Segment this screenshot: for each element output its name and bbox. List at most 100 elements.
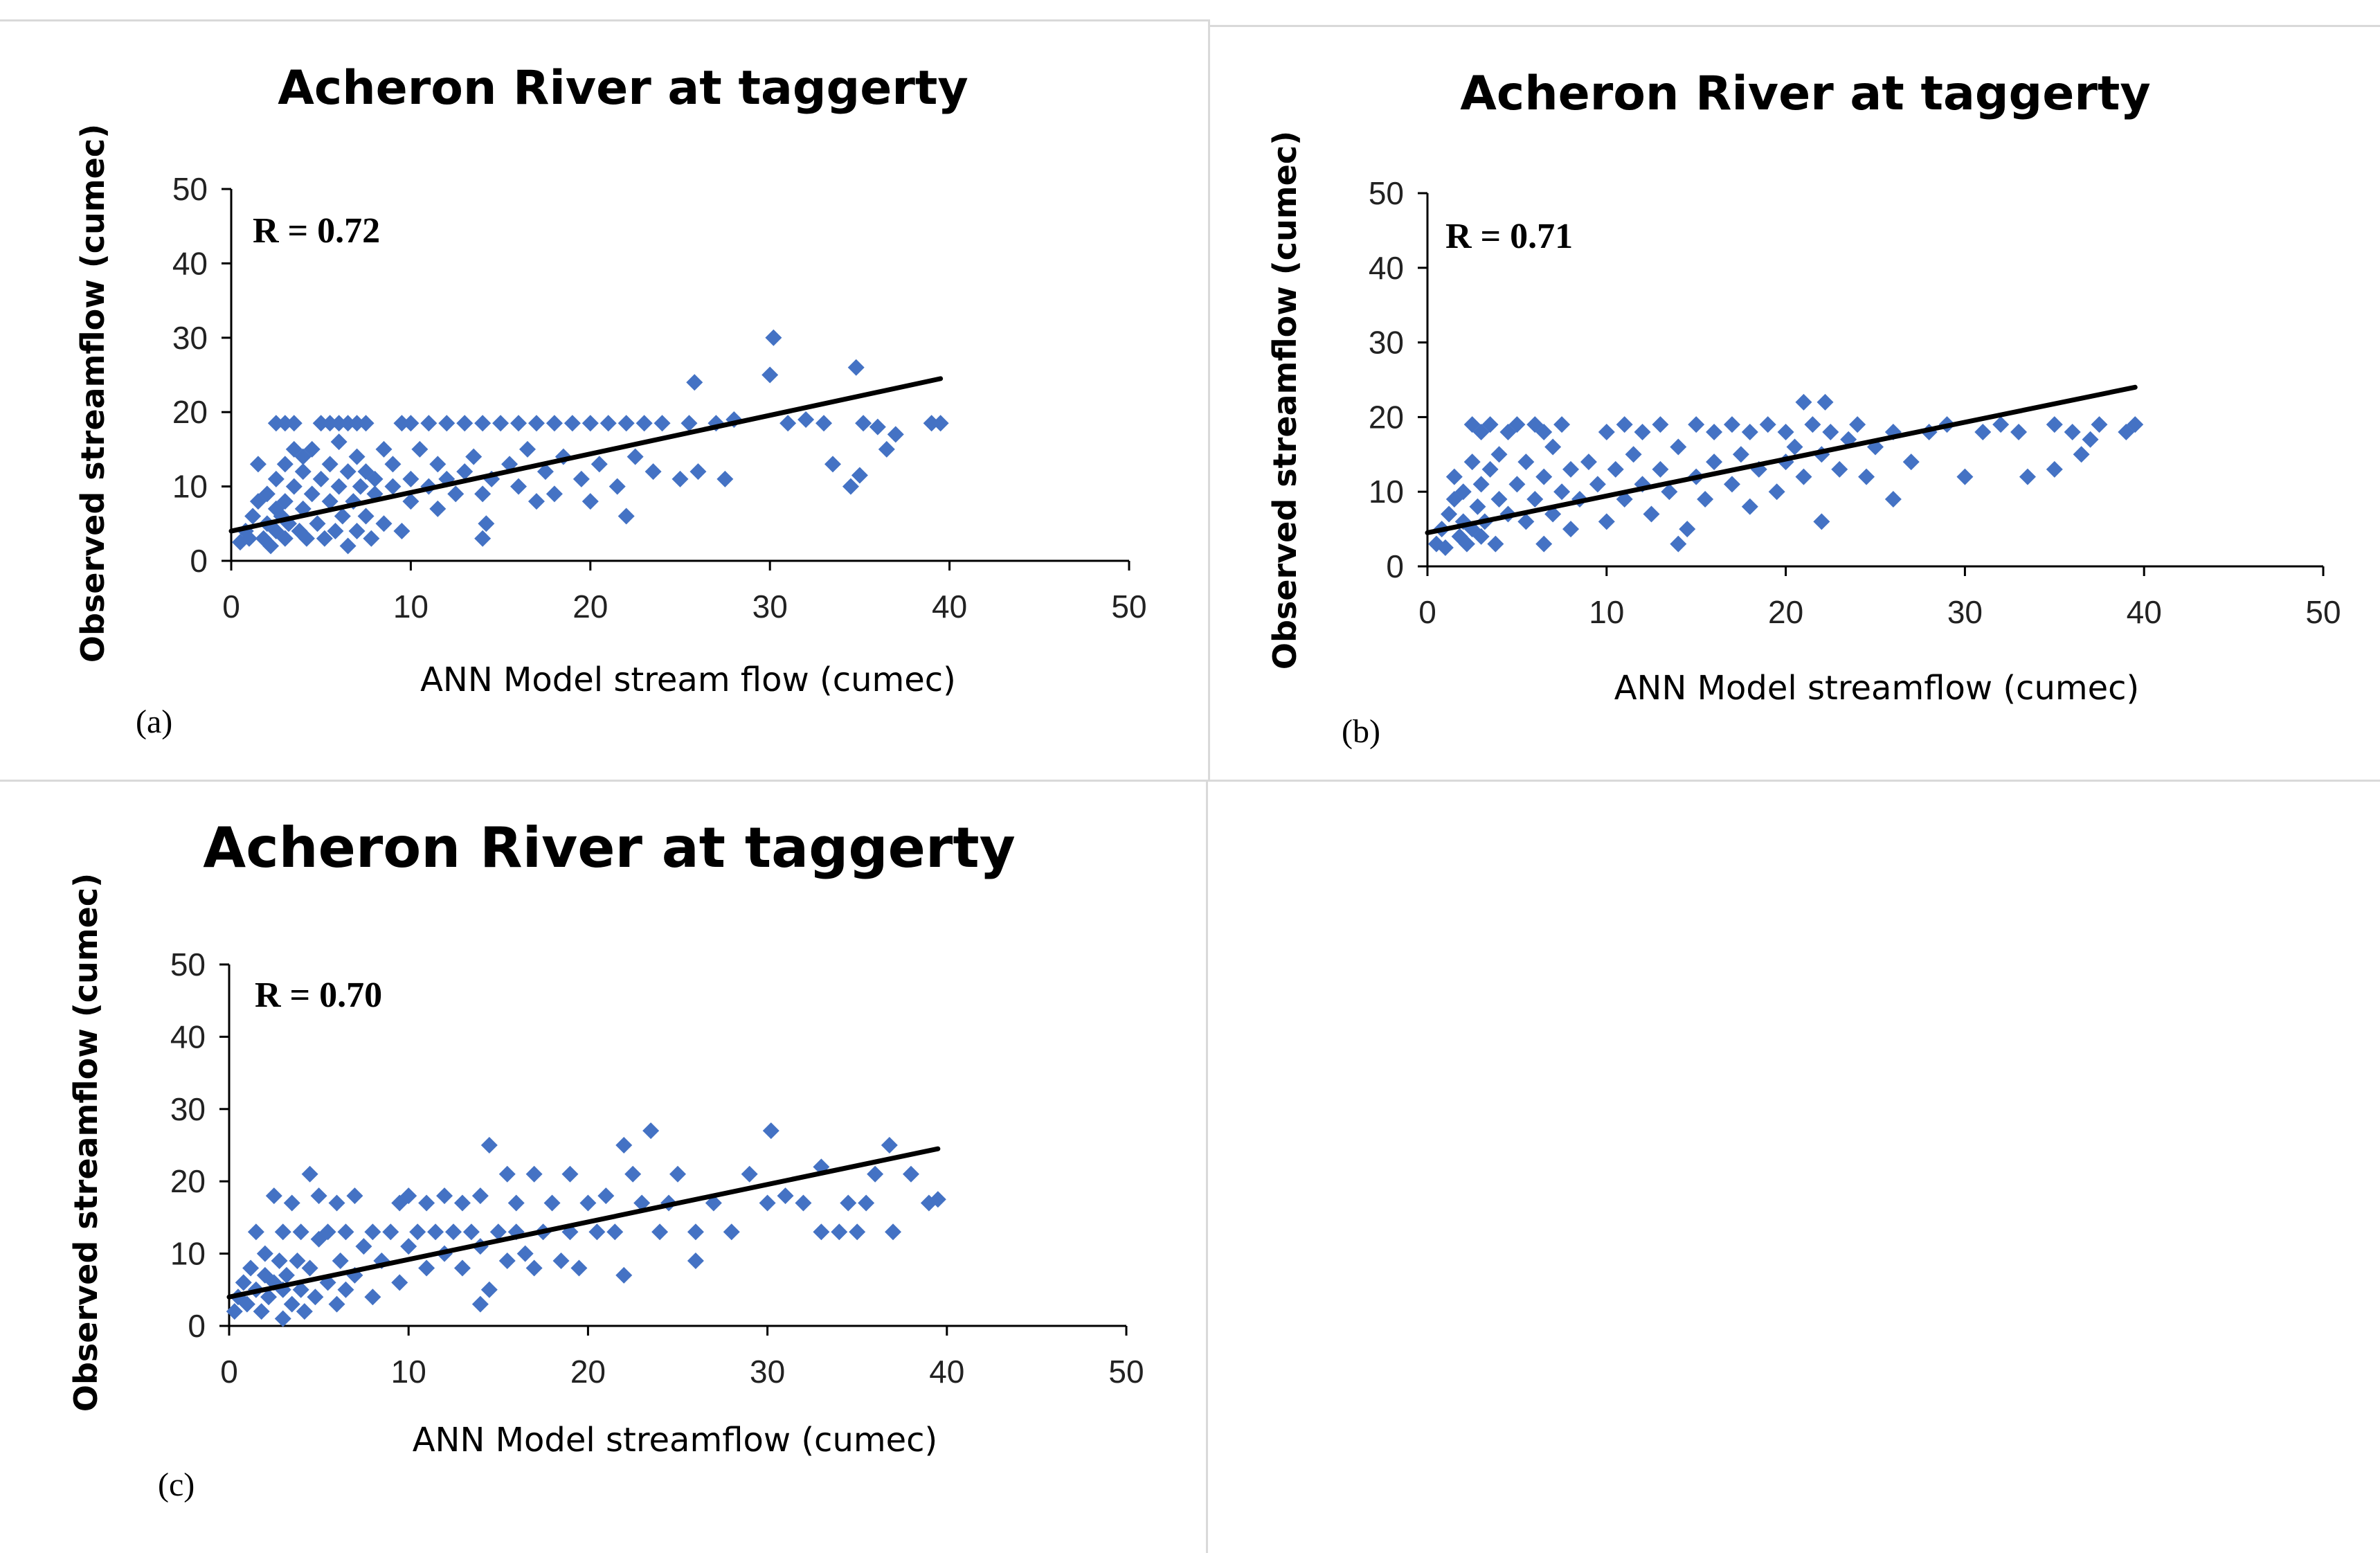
- chart-title: Acheron River at taggerty: [203, 816, 1015, 880]
- y-tick-label: 30: [170, 1091, 206, 1127]
- data-point: [267, 470, 285, 487]
- data-point: [375, 440, 393, 458]
- data-point: [330, 415, 348, 432]
- trendline: [1425, 384, 2138, 535]
- data-point: [348, 415, 366, 432]
- data-point: [1517, 513, 1535, 530]
- data-point: [608, 478, 626, 495]
- y-tick-label: 0: [188, 1308, 206, 1344]
- data-point: [289, 1253, 306, 1270]
- data-point: [1544, 505, 1562, 523]
- data-point: [456, 415, 474, 432]
- data-point: [1562, 521, 1580, 538]
- data-point: [617, 415, 635, 432]
- data-point: [761, 366, 779, 384]
- data-point: [591, 456, 608, 473]
- data-point: [1816, 393, 1834, 411]
- data-point: [276, 530, 294, 547]
- y-tick-label: 40: [170, 1018, 206, 1054]
- data-point: [1616, 490, 1633, 508]
- data-point: [1445, 468, 1463, 485]
- data-point: [294, 463, 312, 481]
- data-point: [420, 415, 438, 432]
- data-point: [510, 478, 528, 495]
- data-point: [1508, 416, 1526, 433]
- frame-line-top-left: [0, 19, 1208, 21]
- data-point: [723, 1223, 740, 1241]
- data-point: [1813, 513, 1830, 530]
- data-point: [400, 1187, 417, 1205]
- frame-line-divider-vertical-top: [1208, 19, 1210, 781]
- data-point: [1822, 423, 1839, 440]
- data-point: [480, 1281, 498, 1298]
- data-point: [813, 1223, 830, 1241]
- frame-line-divider-vertical-bottom: [1206, 780, 1208, 1553]
- data-point: [507, 1194, 525, 1212]
- data-point: [429, 500, 447, 517]
- trendline: [228, 376, 944, 534]
- data-point: [244, 508, 262, 525]
- data-point: [687, 1223, 704, 1241]
- data-point: [1956, 468, 1974, 485]
- data-point: [564, 415, 581, 432]
- data-point: [489, 1223, 507, 1241]
- x-axis-title: ANN Model streamflow (cumec): [1614, 669, 2140, 708]
- data-point: [267, 415, 285, 432]
- data-point: [842, 478, 859, 495]
- x-tick-label: 20: [570, 1354, 606, 1390]
- data-point: [561, 1165, 579, 1183]
- data-point: [346, 1187, 363, 1205]
- data-point: [418, 1194, 435, 1212]
- data-point: [624, 1165, 642, 1183]
- data-point: [402, 470, 420, 487]
- x-tick-label: 0: [1418, 594, 1436, 630]
- data-point: [1544, 438, 1562, 456]
- data-point: [456, 463, 474, 481]
- data-point: [436, 1187, 453, 1205]
- data-point: [375, 515, 393, 532]
- data-point: [364, 1289, 381, 1306]
- data-point: [588, 1223, 606, 1241]
- data-point: [276, 415, 294, 432]
- data-point: [537, 463, 554, 481]
- data-point: [1469, 498, 1486, 515]
- data-point: [815, 415, 833, 432]
- x-axis-title: ANN Model stream flow (cumec): [420, 661, 956, 699]
- data-point: [671, 470, 689, 487]
- data-point: [2064, 423, 2081, 440]
- data-point: [478, 515, 495, 532]
- data-point: [552, 1253, 570, 1270]
- data-point: [409, 1223, 426, 1241]
- data-point: [1589, 476, 1606, 493]
- data-point: [525, 1165, 543, 1183]
- data-point: [765, 329, 782, 346]
- data-point: [847, 359, 865, 376]
- data-point: [635, 415, 653, 432]
- x-tick-label: 20: [1768, 594, 1803, 630]
- data-point: [471, 1187, 489, 1205]
- data-point: [316, 530, 333, 547]
- data-point: [869, 418, 886, 436]
- y-tick-label: 50: [1369, 175, 1404, 211]
- data-point: [274, 1223, 291, 1241]
- data-point: [1607, 460, 1624, 478]
- data-point: [1697, 490, 1714, 508]
- data-point: [418, 1259, 435, 1277]
- data-point: [2046, 416, 2063, 433]
- y-tick-label: 40: [172, 245, 208, 281]
- data-point: [525, 1259, 543, 1277]
- data-point: [498, 1165, 516, 1183]
- x-tick-label: 40: [929, 1354, 964, 1390]
- data-point: [285, 415, 303, 432]
- data-point: [1580, 454, 1597, 471]
- data-point: [1706, 423, 1723, 440]
- data-point: [1598, 513, 1615, 530]
- data-point: [283, 1194, 300, 1212]
- data-point: [597, 1187, 615, 1205]
- r-value-label: R = 0.72: [253, 211, 380, 251]
- data-point: [328, 1295, 345, 1313]
- data-point: [1706, 454, 1723, 471]
- data-point: [276, 493, 294, 510]
- y-tick-label: 50: [170, 946, 206, 982]
- data-point: [292, 1223, 309, 1241]
